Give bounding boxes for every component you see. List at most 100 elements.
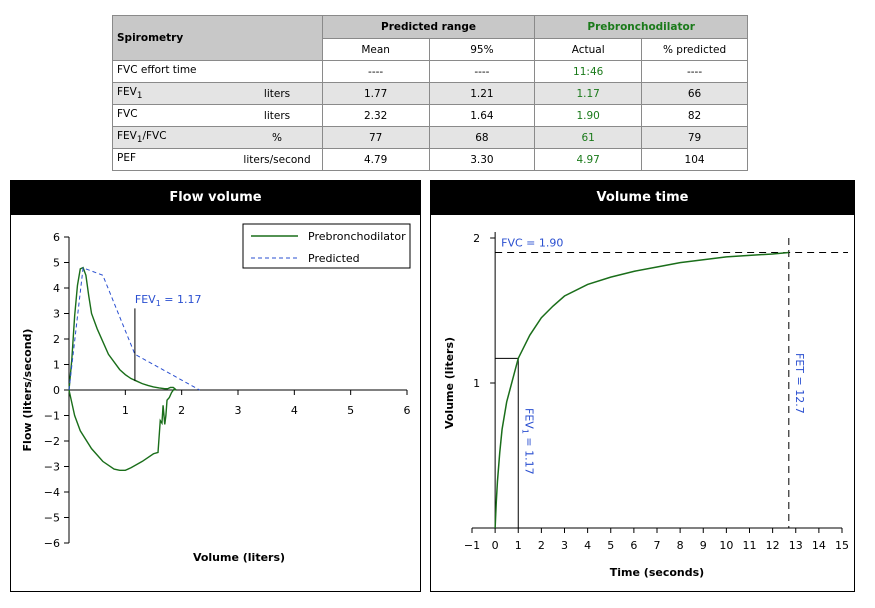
- y-axis-title: Flow (liters/second): [21, 329, 34, 452]
- col-actual: Actual: [534, 38, 643, 61]
- row-95: ----: [428, 60, 536, 83]
- row-name: FEV1/FVC: [112, 126, 233, 149]
- x-axis-title: Time (seconds): [610, 566, 704, 579]
- col-pct-predicted: % predicted: [641, 38, 748, 61]
- series-line-predicted: [68, 267, 200, 391]
- x-tick-label: 8: [677, 539, 684, 552]
- x-tick-label: −1: [464, 539, 480, 552]
- y-tick-label: −5: [44, 512, 60, 525]
- row-mean: 2.32: [321, 104, 430, 127]
- fet-annotation: FET = 12.7: [793, 353, 806, 414]
- series-line-volume: [494, 251, 789, 529]
- row-mean: 77: [321, 126, 430, 149]
- row-pct: ----: [641, 60, 748, 83]
- y-tick-label: −2: [44, 435, 60, 448]
- y-tick-label: 0: [53, 384, 60, 397]
- legend-box: [242, 223, 411, 269]
- row-pct: 104: [641, 148, 748, 171]
- series-line-prebronchodilator: [68, 388, 177, 472]
- x-tick-label: 6: [630, 539, 637, 552]
- x-tick-label: 5: [347, 404, 354, 417]
- row-unit: liters: [232, 104, 323, 127]
- x-tick-label: 4: [291, 404, 298, 417]
- x-tick-label: 3: [235, 404, 242, 417]
- row-pct: 82: [641, 104, 748, 127]
- y-axis-title: Volume (liters): [443, 337, 456, 429]
- x-tick-label: 2: [538, 539, 545, 552]
- x-tick-label: 11: [743, 539, 757, 552]
- row-unit: %: [232, 126, 323, 149]
- group-predicted-range: Predicted range: [321, 15, 536, 39]
- x-tick-label: 1: [122, 404, 129, 417]
- y-tick-label: 3: [53, 308, 60, 321]
- row-95: 1.21: [428, 82, 536, 105]
- row-mean: ----: [321, 60, 430, 83]
- flow-volume-chart: 6 5 4 3 2 1 0 −1 −2 −3 −4 −5 −6 1 2 3 4 5 6 Volume (liters)…: [21, 223, 411, 564]
- fev1-annotation: FEV1 = 1.17: [135, 293, 202, 308]
- fvc-annotation: FVC = 1.90: [501, 237, 563, 250]
- x-tick-label: 15: [835, 539, 849, 552]
- x-tick-label: 7: [654, 539, 661, 552]
- row-actual: 61: [534, 126, 643, 149]
- series-line-prebronchodilator: [68, 266, 177, 391]
- x-tick-label: 10: [719, 539, 733, 552]
- fev1-annotation: FEV1 = 1.17: [520, 408, 535, 475]
- y-tick-label: −1: [44, 410, 60, 423]
- row-name: FVC: [112, 104, 233, 127]
- x-tick-label: 6: [404, 404, 411, 417]
- y-tick-label: 6: [53, 231, 60, 244]
- row-unit: liters/second: [232, 148, 323, 171]
- row-actual: 1.90: [534, 104, 643, 127]
- x-tick-label: 0: [492, 539, 499, 552]
- table-row: FVC effort time ---- ---- 11:46 ----: [112, 60, 748, 83]
- row-name: PEF: [112, 148, 233, 171]
- row-name: FVC effort time: [112, 60, 233, 83]
- col-mean: Mean: [321, 38, 430, 61]
- row-actual: 11:46: [534, 60, 643, 83]
- row-95: 1.64: [428, 104, 536, 127]
- x-tick-label: 3: [561, 539, 568, 552]
- flow-volume-panel: Flow volume 6 5 4 3 2 1 0 −1 −2 −3 −4 −5 −6 1 2 3 4 5 6 Vol…: [10, 180, 421, 592]
- flow-volume-title: Flow volume: [11, 181, 420, 215]
- row-actual: 1.17: [534, 82, 643, 105]
- row-mean: 4.79: [321, 148, 430, 171]
- table-row: PEF liters/second 4.79 3.30 4.97 104: [112, 148, 748, 171]
- table-title: Spirometry: [112, 15, 323, 61]
- table-row: FVC liters 2.32 1.64 1.90 82: [112, 104, 748, 127]
- y-tick-label: 5: [53, 257, 60, 270]
- x-axis-title: Volume (liters): [193, 551, 285, 564]
- x-tick-label: 9: [700, 539, 707, 552]
- row-pct: 79: [641, 126, 748, 149]
- legend-label-prebronchodilator: Prebronchodilator: [308, 230, 406, 243]
- y-tick-label: 4: [53, 282, 60, 295]
- col-95: 95%: [428, 38, 536, 61]
- row-95: 3.30: [428, 148, 536, 171]
- volume-time-title: Volume time: [431, 181, 854, 215]
- x-tick-label: 2: [178, 404, 185, 417]
- y-tick-label: −6: [44, 537, 60, 550]
- row-unit: [232, 60, 323, 83]
- legend-label-predicted: Predicted: [308, 252, 360, 265]
- x-tick-label: 13: [789, 539, 803, 552]
- x-tick-label: 5: [607, 539, 614, 552]
- row-unit: liters: [232, 82, 323, 105]
- volume-time-panel: Volume time −1 0 1 2 3 4 5 6 7 8 9 10 11 12 13 14 15 2 1 Ti…: [430, 180, 855, 592]
- row-actual: 4.97: [534, 148, 643, 171]
- y-tick-label: 1: [473, 377, 480, 390]
- y-tick-label: −4: [44, 486, 60, 499]
- y-tick-label: −3: [44, 461, 60, 474]
- y-tick-label: 1: [53, 359, 60, 372]
- x-tick-label: 12: [766, 539, 780, 552]
- row-mean: 1.77: [321, 82, 430, 105]
- x-tick-label: 4: [584, 539, 591, 552]
- group-prebronchodilator: Prebronchodilator: [534, 15, 748, 39]
- row-95: 68: [428, 126, 536, 149]
- table-row: FEV1/FVC % 77 68 61 79: [112, 126, 748, 149]
- y-tick-label: 2: [473, 232, 480, 245]
- y-tick-label: 2: [53, 333, 60, 346]
- table-row: FEV1 liters 1.77 1.21 1.17 66: [112, 82, 748, 105]
- x-tick-label: 1: [515, 539, 522, 552]
- row-pct: 66: [641, 82, 748, 105]
- row-name: FEV1: [112, 82, 233, 105]
